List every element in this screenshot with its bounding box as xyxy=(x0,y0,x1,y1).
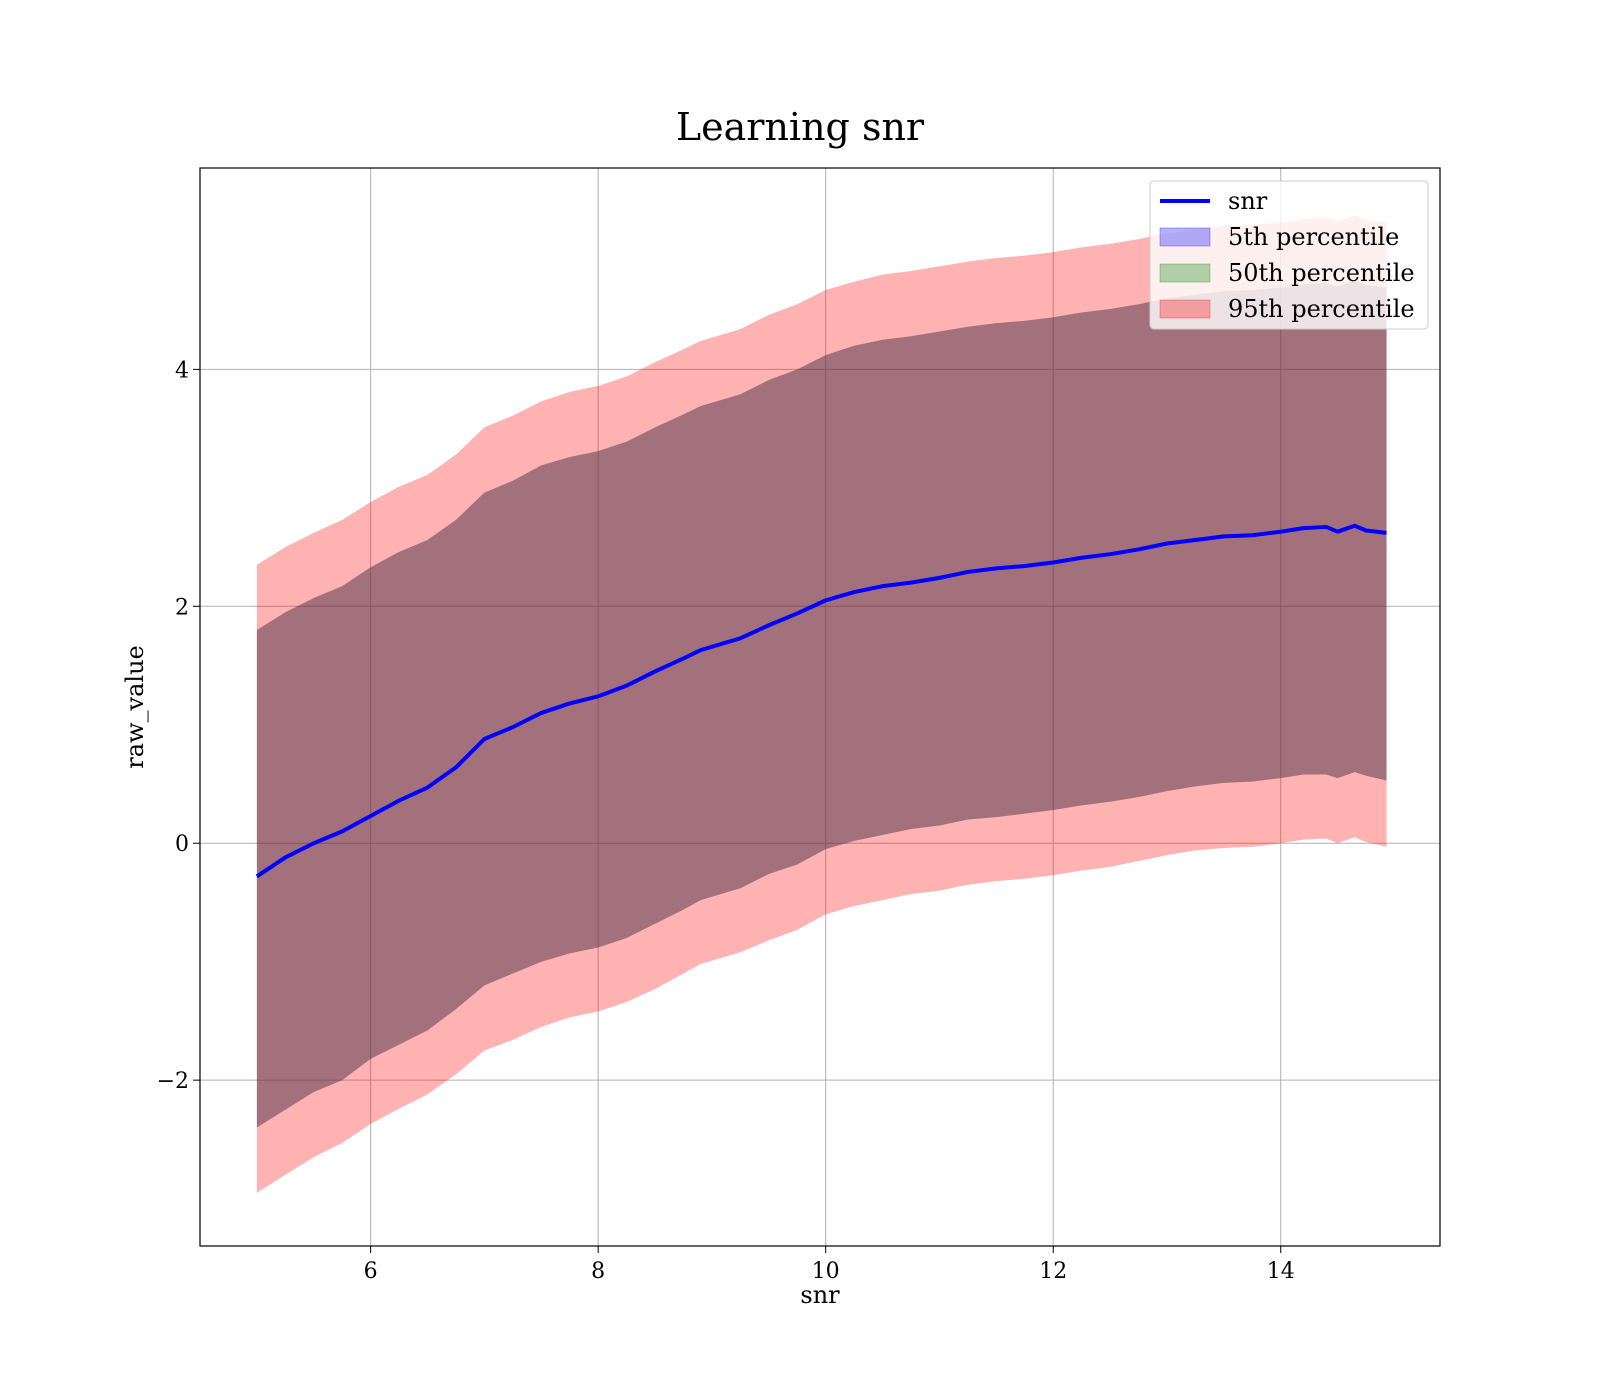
y-tick-label: 0 xyxy=(175,832,189,857)
legend-label: snr xyxy=(1228,187,1268,215)
legend-swatch-patch xyxy=(1159,227,1211,247)
y-tick-label: −2 xyxy=(157,1069,189,1094)
legend-swatch-patch xyxy=(1159,299,1211,319)
legend-swatch-patch xyxy=(1159,263,1211,283)
legend-label: 50th percentile xyxy=(1228,259,1415,287)
band-5th-percentile xyxy=(256,280,1387,1128)
y-tick-label: 4 xyxy=(175,358,189,383)
grid xyxy=(200,168,1440,1246)
y-tick-label: 2 xyxy=(175,595,189,620)
legend-label: 5th percentile xyxy=(1228,223,1399,251)
x-tick-label: 8 xyxy=(591,1259,605,1284)
percentile-bands xyxy=(256,215,1387,1193)
series-line-snr xyxy=(255,523,1387,879)
band-50th-percentile xyxy=(256,280,1387,1128)
chart-title: Learning snr xyxy=(676,105,925,149)
plot-frame xyxy=(199,167,1441,1247)
legend-label: 95th percentile xyxy=(1228,295,1415,323)
legend: snr 5th percentile 50th percentile 95th per… xyxy=(1149,180,1429,330)
x-tick-label: 12 xyxy=(1039,1259,1067,1284)
x-tick-label: 6 xyxy=(364,1259,378,1284)
band-95th-percentile xyxy=(256,215,1387,1193)
series-lines xyxy=(255,523,1387,879)
legend-box xyxy=(1149,180,1429,330)
y-axis-ticks: −2 0 2 4 xyxy=(157,358,200,1094)
x-axis-label: snr xyxy=(800,1281,840,1309)
y-axis-label: raw_value xyxy=(121,645,149,769)
x-tick-label: 10 xyxy=(812,1259,840,1284)
x-axis-ticks: 6 8 10 12 14 xyxy=(364,1246,1295,1284)
x-tick-label: 14 xyxy=(1267,1259,1295,1284)
